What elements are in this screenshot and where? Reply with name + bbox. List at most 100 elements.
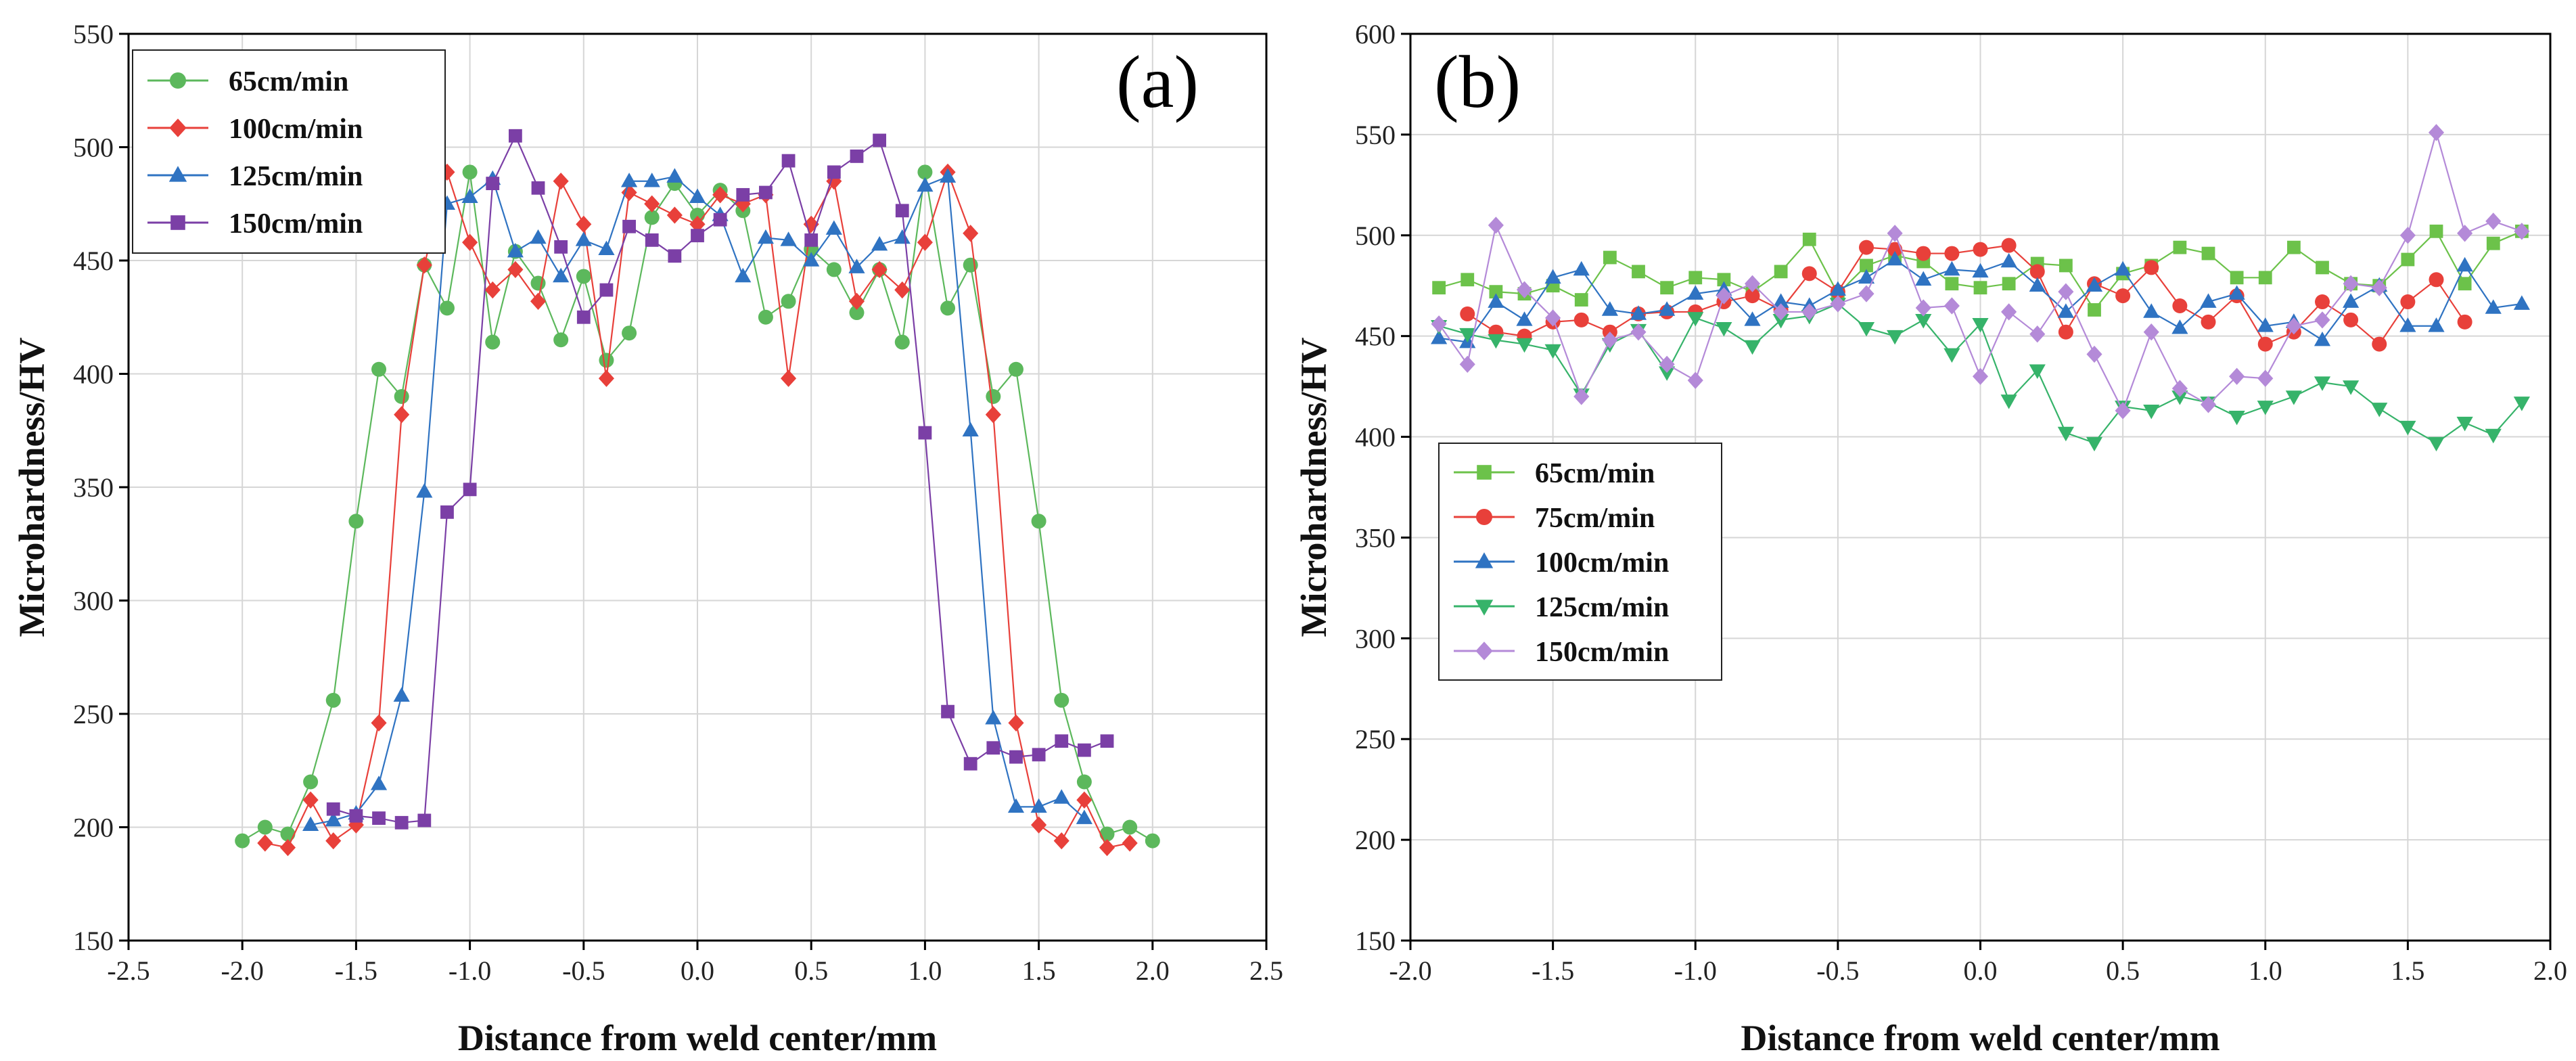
data-point bbox=[508, 129, 522, 143]
data-point bbox=[666, 206, 683, 224]
data-point bbox=[2258, 271, 2272, 285]
data-point bbox=[1008, 361, 1024, 377]
y-tick-label: 150 bbox=[73, 926, 114, 956]
legend-marker bbox=[1476, 509, 1492, 525]
data-point bbox=[2400, 294, 2416, 310]
data-point bbox=[2143, 405, 2160, 420]
data-point bbox=[1431, 329, 1448, 344]
legend: 65cm/min 75cm/min 100cm/min 125cm/min 150cm/… bbox=[1438, 443, 1722, 681]
data-point bbox=[1915, 314, 1932, 329]
y-tick-label: 250 bbox=[73, 699, 114, 729]
data-point bbox=[781, 154, 796, 168]
x-tick-label: 2.0 bbox=[2533, 955, 2567, 986]
chart-panel-a: -2.5 -2.0 -1.5 -1.0 -0.5 0.0 0.5 1.0 1.5 2.0 2.5 15… bbox=[12, 19, 1283, 1058]
data-point bbox=[1460, 273, 1475, 287]
data-point bbox=[1916, 246, 1931, 261]
data-point bbox=[393, 687, 410, 702]
x-tick-label: -1.5 bbox=[335, 955, 377, 986]
data-point bbox=[827, 165, 841, 179]
y-tick-label: 400 bbox=[1355, 422, 1396, 453]
data-point bbox=[2086, 277, 2103, 292]
data-point bbox=[643, 173, 660, 187]
data-point bbox=[1717, 273, 1731, 287]
data-point bbox=[2086, 345, 2102, 363]
data-point bbox=[1772, 314, 1789, 329]
data-point bbox=[2399, 420, 2416, 436]
data-point bbox=[416, 483, 433, 498]
data-point bbox=[1858, 285, 1874, 302]
data-point bbox=[1887, 330, 1904, 345]
panel-label: (a) bbox=[1116, 41, 1199, 123]
data-point bbox=[2058, 258, 2073, 273]
data-point bbox=[461, 188, 478, 203]
y-tick-label: 450 bbox=[1355, 321, 1396, 352]
data-point bbox=[1630, 305, 1647, 320]
legend-item: 65cm/min bbox=[1454, 458, 1655, 489]
data-point bbox=[2057, 426, 2074, 442]
legend-label: 125cm/min bbox=[1535, 592, 1669, 623]
data-point bbox=[507, 242, 524, 258]
data-point bbox=[644, 210, 660, 225]
data-point bbox=[1009, 750, 1023, 764]
data-point bbox=[576, 310, 591, 324]
data-point bbox=[2428, 124, 2445, 141]
data-point bbox=[2057, 303, 2074, 318]
data-point bbox=[280, 826, 296, 842]
data-point bbox=[2088, 303, 2101, 317]
axis-ticks: -2.0 -1.5 -1.0 -0.5 0.0 0.5 1.0 1.5 2.0 150 200 250… bbox=[1355, 19, 2567, 986]
x-tick-label: 1.0 bbox=[2249, 955, 2282, 986]
data-point bbox=[1944, 261, 1960, 276]
series-150cm/min bbox=[1431, 124, 2530, 420]
data-point bbox=[1054, 692, 1070, 708]
legend-item: 65cm/min bbox=[147, 66, 348, 97]
data-point bbox=[1716, 287, 1732, 304]
data-point bbox=[1516, 281, 1533, 298]
legend-marker bbox=[1475, 600, 1494, 616]
gridlines bbox=[129, 34, 1266, 941]
data-point bbox=[2401, 252, 2415, 267]
data-point bbox=[2257, 401, 2274, 415]
data-point bbox=[2343, 293, 2360, 308]
data-point bbox=[2115, 402, 2131, 420]
data-point bbox=[962, 422, 979, 437]
legend-item: 125cm/min bbox=[147, 161, 363, 192]
legend-label: 75cm/min bbox=[1535, 503, 1655, 534]
data-point bbox=[371, 714, 387, 732]
data-point bbox=[2513, 397, 2530, 411]
y-tick-label: 200 bbox=[73, 813, 114, 843]
data-point bbox=[1772, 293, 1789, 308]
y-tick-label: 350 bbox=[73, 472, 114, 503]
data-point bbox=[2000, 394, 2017, 409]
data-point bbox=[691, 229, 704, 243]
data-point bbox=[622, 219, 636, 233]
legend-marker bbox=[169, 118, 187, 137]
data-point bbox=[758, 309, 773, 325]
data-point bbox=[554, 240, 568, 254]
data-point bbox=[1431, 315, 1447, 333]
data-point bbox=[1944, 348, 1960, 363]
legend-marker bbox=[1475, 641, 1493, 660]
data-point bbox=[2399, 227, 2416, 244]
data-point bbox=[2514, 223, 2530, 240]
data-point bbox=[1973, 242, 1988, 257]
data-point bbox=[2343, 380, 2360, 395]
data-point bbox=[1944, 246, 1960, 261]
data-point bbox=[1887, 250, 1904, 266]
data-point bbox=[1659, 355, 1675, 374]
data-point bbox=[1802, 232, 1816, 246]
data-point bbox=[1077, 743, 1091, 757]
data-point bbox=[644, 195, 660, 212]
data-point bbox=[2371, 279, 2387, 296]
legend-item: 150cm/min bbox=[1454, 637, 1669, 668]
data-point bbox=[939, 168, 957, 183]
data-point bbox=[462, 164, 478, 180]
data-point bbox=[2257, 336, 2273, 352]
data-point bbox=[2029, 264, 2045, 279]
data-point bbox=[894, 334, 910, 350]
data-point bbox=[2372, 336, 2387, 352]
data-point bbox=[2200, 396, 2217, 413]
y-tick-label: 300 bbox=[1355, 623, 1396, 654]
data-point bbox=[1801, 266, 1817, 281]
data-point bbox=[417, 813, 432, 828]
data-point bbox=[2286, 317, 2302, 335]
